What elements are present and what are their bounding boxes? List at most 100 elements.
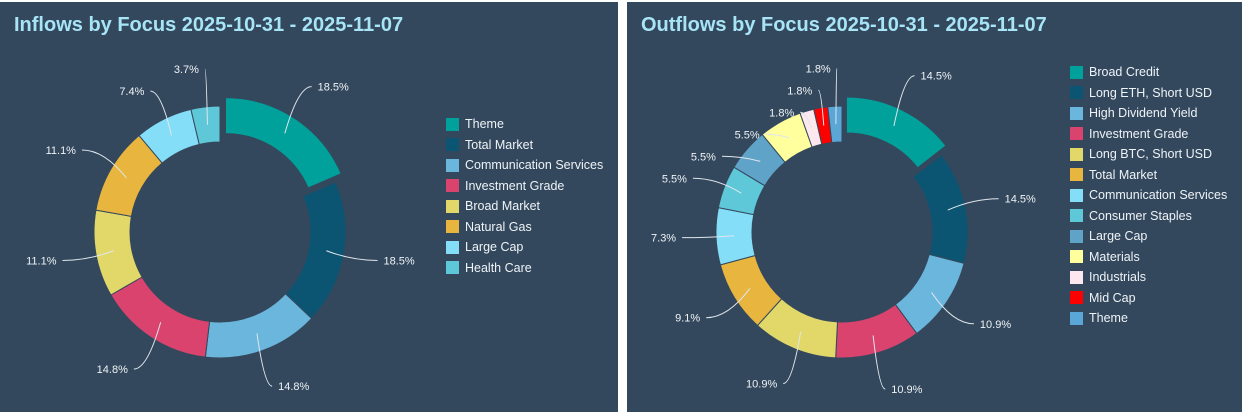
- legend-label: Long ETH, Short USD: [1089, 85, 1212, 100]
- legend-item[interactable]: Broad Credit: [1070, 62, 1227, 83]
- legend-item[interactable]: Industrials: [1070, 267, 1227, 288]
- data-label: 11.1%: [26, 255, 57, 267]
- legend-swatch: [1070, 311, 1083, 325]
- leader-line: [326, 250, 378, 261]
- data-label: 14.5%: [921, 71, 952, 83]
- legend-label: Communication Services: [465, 158, 604, 173]
- slice-investment-grade[interactable]: [110, 276, 211, 358]
- leader-line: [150, 90, 173, 136]
- legend-swatch: [446, 261, 459, 275]
- data-label: 14.8%: [278, 381, 309, 393]
- legend-label: Total Market: [465, 137, 534, 152]
- legend-label: Total Market: [1089, 167, 1158, 182]
- data-label: 10.9%: [891, 384, 922, 396]
- inflows-donut-chart: 18.5% 18.5% 14.8% 14.8% 11.1% 11.1% 7.4% 3.7%: [26, 64, 415, 393]
- legend-item[interactable]: Theme: [1070, 308, 1227, 329]
- legend-item[interactable]: High Dividend Yield: [1070, 103, 1227, 124]
- legend-label: Natural Gas: [465, 219, 532, 234]
- legend-swatch: [1070, 168, 1083, 182]
- legend-label: Theme: [1089, 311, 1128, 326]
- legend-item[interactable]: Investment Grade: [446, 176, 603, 197]
- slice-broad-credit[interactable]: [845, 96, 947, 169]
- data-label: 18.5%: [384, 255, 415, 267]
- slice-theme[interactable]: [827, 105, 843, 144]
- outflows-donut-chart: 14.5% 14.5% 10.9% 10.9% 10.9% 9.1% 7.3% 5.5% 5.5…: [651, 63, 1036, 396]
- legend: Broad Credit Long ETH, Short USD High Divi…: [1070, 62, 1227, 329]
- legend-swatch: [1070, 147, 1083, 161]
- data-label: 5.5%: [735, 129, 760, 141]
- legend-item[interactable]: Natural Gas: [446, 217, 603, 238]
- data-label: 1.8%: [769, 107, 794, 119]
- legend-item[interactable]: Communication Services: [1070, 185, 1227, 206]
- legend-swatch: [1070, 270, 1083, 284]
- legend-label: Mid Cap: [1089, 290, 1136, 305]
- data-label: 5.5%: [691, 151, 716, 163]
- legend-item[interactable]: Investment Grade: [1070, 124, 1227, 145]
- inflows-chart-panel: Inflows by Focus 2025-10-31 - 2025-11-07…: [0, 2, 618, 412]
- legend-label: Industrials: [1089, 270, 1146, 285]
- slice-total-market[interactable]: [284, 181, 347, 320]
- legend-swatch: [1070, 127, 1083, 141]
- legend-swatch: [1070, 86, 1083, 100]
- legend-item[interactable]: Long BTC, Short USD: [1070, 144, 1227, 165]
- legend-item[interactable]: Long ETH, Short USD: [1070, 83, 1227, 104]
- legend-label: Consumer Staples: [1089, 208, 1192, 223]
- data-label: 14.8%: [97, 364, 128, 376]
- legend-item[interactable]: Broad Market: [446, 196, 603, 217]
- legend-item[interactable]: Communication Services: [446, 155, 603, 176]
- legend-label: Broad Credit: [1089, 65, 1160, 80]
- legend-item[interactable]: Total Market: [1070, 165, 1227, 186]
- leader-line: [893, 75, 915, 127]
- legend-item[interactable]: Large Cap: [1070, 226, 1227, 247]
- legend-label: Communication Services: [1089, 188, 1228, 203]
- legend-item[interactable]: Theme: [446, 114, 603, 135]
- slice-health-care[interactable]: [190, 105, 221, 146]
- data-label: 1.8%: [806, 63, 831, 75]
- leader-line: [204, 68, 208, 125]
- data-label: 18.5%: [318, 82, 349, 94]
- leader-line: [256, 333, 273, 387]
- legend-swatch: [446, 199, 459, 213]
- leader-line: [682, 235, 735, 239]
- data-label: 11.1%: [46, 145, 77, 157]
- slice-long-eth-short-usd[interactable]: [912, 154, 969, 264]
- legend-label: Large Cap: [465, 240, 524, 255]
- data-label: 10.9%: [746, 379, 777, 391]
- leader-line: [721, 155, 761, 162]
- legend-item[interactable]: Health Care: [446, 258, 603, 279]
- slice-communication-services[interactable]: [204, 293, 313, 359]
- data-label: 10.9%: [980, 319, 1011, 331]
- legend-swatch: [1070, 209, 1083, 223]
- chart-title: Inflows by Focus 2025-10-31 - 2025-11-07: [14, 14, 404, 36]
- data-label: 9.1%: [675, 313, 700, 325]
- legend-swatch: [446, 240, 459, 254]
- legend-item[interactable]: Large Cap: [446, 237, 603, 258]
- legend-label: High Dividend Yield: [1089, 106, 1198, 121]
- leader-line: [947, 198, 999, 211]
- legend-item[interactable]: Materials: [1070, 247, 1227, 268]
- outflows-chart-panel: Outflows by Focus 2025-10-31 - 2025-11-0…: [627, 2, 1242, 412]
- leader-line: [931, 292, 974, 325]
- leader-line: [765, 133, 790, 139]
- legend-label: Investment Grade: [465, 178, 565, 193]
- leader-line: [706, 288, 751, 319]
- leader-line: [692, 177, 742, 194]
- data-label: 7.3%: [651, 233, 676, 245]
- legend-item[interactable]: Mid Cap: [1070, 288, 1227, 309]
- data-label: 5.5%: [662, 173, 687, 185]
- legend-swatch: [446, 220, 459, 234]
- data-label: 7.4%: [119, 86, 144, 98]
- legend-label: Long BTC, Short USD: [1089, 147, 1212, 162]
- legend-item[interactable]: Consumer Staples: [1070, 206, 1227, 227]
- legend-swatch: [1070, 229, 1083, 243]
- slice-theme[interactable]: [224, 97, 342, 189]
- legend-swatch: [446, 179, 459, 193]
- legend-swatch: [1070, 188, 1083, 202]
- legend-swatch: [446, 158, 459, 172]
- legend-label: Investment Grade: [1089, 126, 1189, 141]
- leader-line: [81, 149, 127, 179]
- chart-title: Outflows by Focus 2025-10-31 - 2025-11-0…: [641, 14, 1047, 36]
- leader-line: [284, 86, 312, 134]
- legend-label: Health Care: [465, 260, 532, 275]
- legend-item[interactable]: Total Market: [446, 135, 603, 156]
